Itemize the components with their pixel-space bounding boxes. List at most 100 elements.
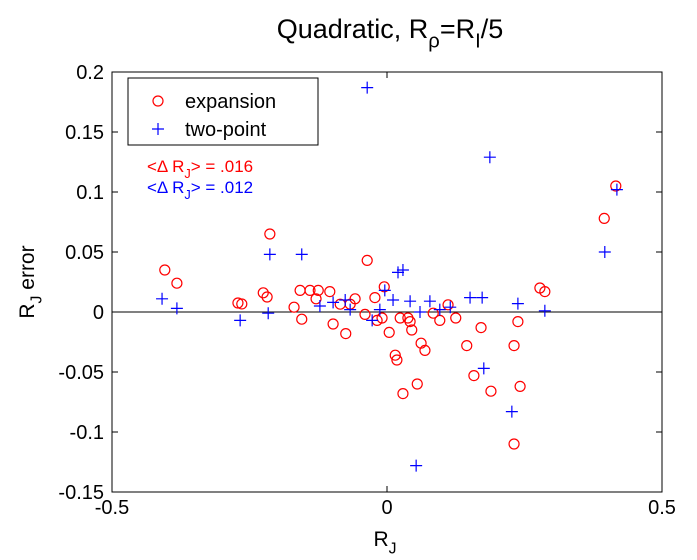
point [156,292,169,305]
point [423,295,436,308]
annotation-part: <Δ R [147,178,184,197]
y-tick-label: 0.15 [65,122,104,144]
point [171,277,183,289]
y-axis-label: RJ error [16,245,45,318]
annotation-part: J [184,166,190,181]
point [262,307,275,320]
point [261,291,273,303]
point [257,287,269,299]
point [295,248,308,261]
point [477,362,490,375]
point [339,294,352,306]
point [369,292,381,304]
x-tick-label: 0.5 [648,497,676,519]
chart-title-part: /5 [481,14,504,44]
point [373,303,386,316]
y-tick-label: 0.05 [65,242,104,264]
y-tick-label: 0.1 [76,182,104,204]
chart-title: Quadratic, Rρ=RI/5 [277,14,504,52]
y-tick-label: -0.1 [70,422,104,444]
point [236,298,248,310]
y-axis-label-part: error [16,245,39,295]
point [468,370,480,382]
x-axis-label-part: J [389,540,397,557]
point [361,81,374,94]
point [539,286,551,298]
point [170,302,183,315]
point [312,284,324,296]
chart-title-part: Quadratic, R [277,14,429,44]
point [511,297,524,310]
point [288,301,300,313]
annotation-part: > = .012 [191,178,253,197]
annotation-part: J [184,187,190,202]
point [366,314,379,327]
point [359,308,371,320]
x-tick-label: -0.5 [95,497,129,519]
legend-label: two-point [185,119,267,141]
point [508,340,520,352]
point [450,312,462,324]
point [410,459,423,472]
point [464,291,477,304]
point [411,378,423,390]
point [598,246,611,258]
point [327,296,340,309]
x-tick-label: 0 [381,497,392,519]
point [512,316,524,328]
point [304,284,316,296]
point [396,264,409,276]
point [313,300,326,312]
point [505,405,518,418]
point [234,314,247,327]
point [263,248,276,261]
point [397,388,409,400]
legend-marker [152,123,164,135]
point [508,438,520,450]
point [598,212,610,224]
point [461,340,473,352]
y-tick-label: -0.05 [58,362,104,384]
legend-marker [152,95,164,107]
chart-title-part: =R [440,14,475,44]
y-axis-label-part: R [16,303,39,318]
point [610,183,623,196]
y-tick-label: 0.2 [76,62,104,84]
annotation-part: > = .016 [191,157,253,176]
y-tick-label: -0.15 [58,482,104,504]
point [444,301,457,314]
point [404,316,416,328]
point [414,306,426,318]
point [159,264,171,276]
chart-title-part: I [475,30,481,52]
point [327,318,339,330]
legend-box [127,77,319,146]
point [378,284,391,297]
point [406,324,418,336]
point [392,266,404,279]
point [404,295,417,308]
point [361,254,373,266]
point [433,303,446,316]
point [340,328,352,340]
annotation: <Δ RJ> = .012 [147,178,253,202]
point [389,349,401,361]
point [514,380,526,392]
chart-title-part: ρ [428,30,440,52]
point [349,293,361,305]
legend-label: expansion [185,91,276,113]
point [387,294,400,306]
point [485,385,497,397]
point [394,312,406,324]
point [610,180,622,192]
annotation: <Δ RJ> = .016 [147,157,253,181]
point [383,326,395,338]
point [427,307,439,319]
point [538,304,551,317]
y-axis-label-part: J [28,296,45,304]
annotation-part: <Δ R [147,157,184,176]
x-axis-label-part: R [373,528,388,551]
point [296,313,308,325]
point [442,299,454,311]
